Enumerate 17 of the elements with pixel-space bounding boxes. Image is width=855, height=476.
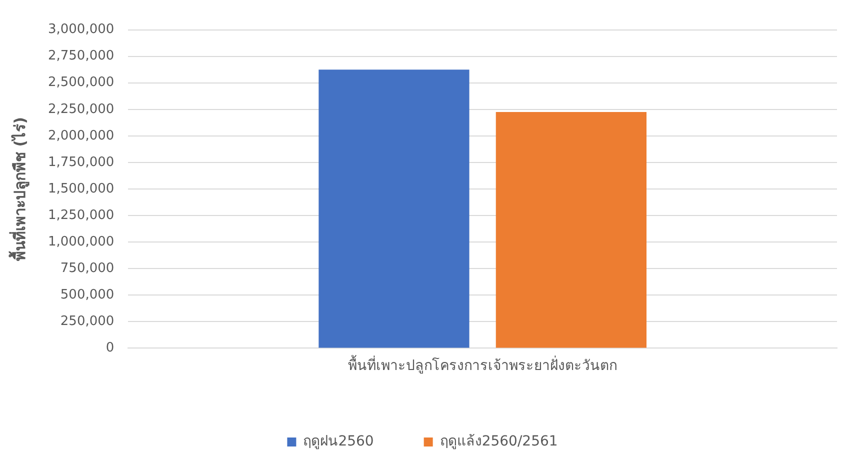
y-tick-label: 750,000: [60, 260, 114, 276]
legend-label: ฤดูฝน2560: [303, 434, 374, 450]
y-tick-label: 2,000,000: [48, 128, 114, 144]
y-tick-label: 1,750,000: [48, 154, 114, 170]
y-tick-label: 2,750,000: [48, 48, 114, 64]
y-tick-label: 250,000: [60, 314, 114, 330]
y-tick-label: 3,000,000: [48, 22, 114, 38]
y-tick-label: 2,500,000: [48, 75, 114, 90]
y-tick-label: 500,000: [60, 288, 114, 303]
y-tick-label: 1,250,000: [48, 208, 114, 223]
y-axis-title: พื้นที่เพาะปลูกพืช (ไร่): [8, 117, 30, 261]
y-tick-label: 1,000,000: [48, 234, 114, 250]
y-tick-label: 0: [106, 340, 114, 356]
y-tick-label: 1,500,000: [48, 181, 114, 196]
x-tick-label: พื้นที่เพาะปลูกโครงการเจ้าพระยาฝั่งตะวันตก: [348, 355, 618, 374]
legend-label: ฤดูแล้ง2560/2561: [440, 434, 558, 450]
y-tick-label: 2,250,000: [48, 102, 114, 117]
